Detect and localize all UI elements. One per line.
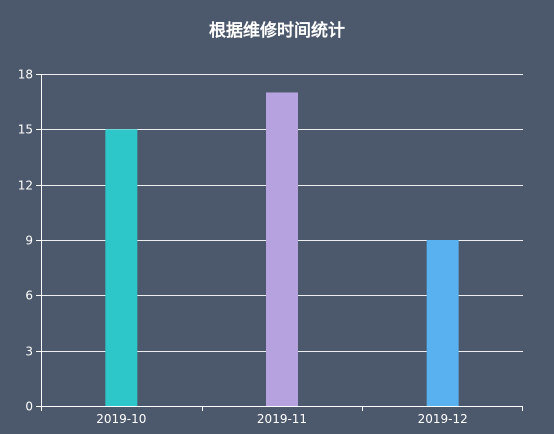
bars: [105, 92, 459, 407]
axes: [36, 74, 523, 411]
x-tick-label-2019-11: 2019-11: [257, 412, 307, 426]
tick-labels: 0 3 6 9 12 15 18 2019-10 2019-11 2019-12: [18, 68, 468, 427]
x-tick-label-2019-10: 2019-10: [96, 412, 146, 426]
y-tick-label-3: 3: [25, 345, 33, 359]
y-tick-label-12: 12: [18, 179, 33, 193]
y-tick-label-15: 15: [18, 123, 33, 137]
y-tick-label-6: 6: [25, 289, 33, 303]
chart-title: 根据维修时间统计: [209, 21, 345, 41]
bar-2019-11: [266, 92, 298, 406]
bar-2019-12: [426, 240, 459, 406]
y-tick-label-9: 9: [25, 234, 33, 248]
x-tick-label-2019-12: 2019-12: [418, 412, 468, 426]
y-tick-label-0: 0: [25, 400, 33, 414]
y-tick-label-18: 18: [18, 68, 33, 82]
bar-2019-10: [105, 129, 138, 407]
